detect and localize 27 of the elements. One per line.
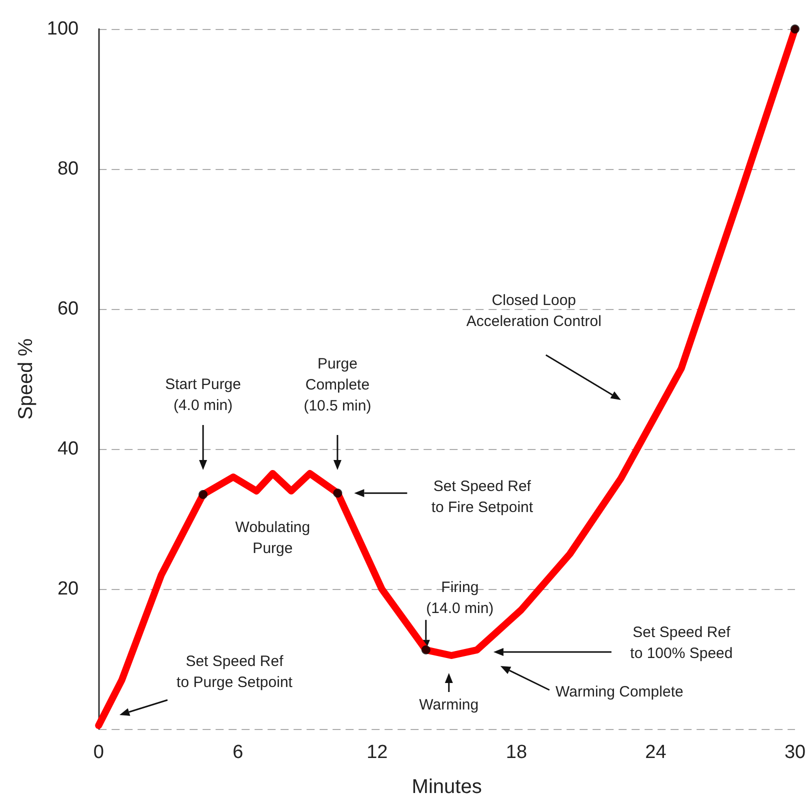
annotation: Warming Complete — [556, 684, 684, 700]
point — [333, 488, 342, 498]
x-tick-label: 0 — [93, 742, 104, 763]
y-tick-label: 100 — [46, 18, 79, 40]
x-tick-label: 24 — [645, 742, 667, 763]
point — [198, 490, 208, 499]
annotation: Set Speed Ref to Purge Setpoint — [176, 653, 294, 691]
y-axis-title: Speed % — [15, 338, 37, 420]
annotation: Set Speed Ref to 100% Speed — [630, 624, 733, 662]
annotation: Start Purge (4.0 min) — [165, 376, 241, 414]
y-tick-label: 80 — [57, 158, 79, 180]
y-tick-label: 20 — [57, 578, 79, 600]
point — [421, 645, 430, 654]
y-tick-label: 60 — [57, 298, 79, 320]
annotation: Firing (14.0 min) — [426, 578, 494, 617]
annotation: Closed Loop Acceleration Control — [466, 292, 602, 330]
annotation: Purge Complete (10.5 min) — [304, 356, 372, 414]
y-tick-label: 40 — [57, 438, 79, 460]
point — [790, 24, 800, 34]
annotation: Set Speed Ref to Fire Setpoint — [431, 478, 534, 516]
annotation: Wobulating Purge — [235, 518, 310, 557]
x-axis-title: Minutes — [412, 776, 482, 798]
x-tick-label: 30 — [784, 742, 806, 763]
x-tick-label: 6 — [232, 742, 244, 763]
annotation: Warming — [419, 696, 479, 714]
x-tick-label: 12 — [366, 742, 388, 763]
x-tick-label: 18 — [506, 742, 528, 763]
